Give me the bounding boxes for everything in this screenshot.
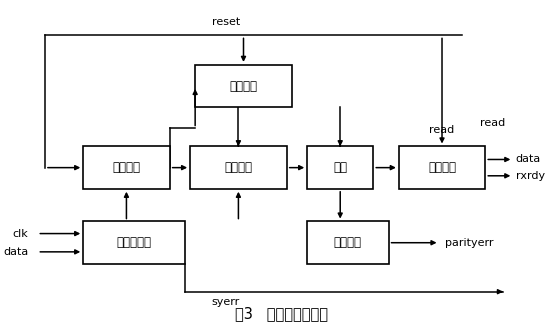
Bar bbox=[307, 146, 373, 189]
Text: 保持寄存: 保持寄存 bbox=[428, 161, 456, 174]
Bar bbox=[195, 65, 292, 107]
Bar bbox=[190, 146, 287, 189]
Text: 图3   解码器逻辑框图: 图3 解码器逻辑框图 bbox=[235, 306, 328, 321]
Text: 码型转换: 码型转换 bbox=[224, 161, 252, 174]
Text: 分频计数: 分频计数 bbox=[230, 80, 257, 93]
Text: parityerr: parityerr bbox=[445, 238, 493, 248]
Text: syerr: syerr bbox=[212, 296, 240, 306]
Bar bbox=[307, 221, 388, 264]
Text: clk: clk bbox=[13, 228, 28, 239]
Text: 移位: 移位 bbox=[333, 161, 347, 174]
Text: read: read bbox=[480, 119, 505, 128]
Bar bbox=[399, 146, 485, 189]
Text: reset: reset bbox=[212, 17, 240, 27]
Text: data: data bbox=[3, 247, 28, 257]
Text: rxrdy: rxrdy bbox=[516, 171, 545, 181]
Bar bbox=[83, 146, 170, 189]
Text: 奇偶校验: 奇偶校验 bbox=[334, 236, 362, 249]
Text: 时钟分离: 时钟分离 bbox=[112, 161, 141, 174]
Text: read: read bbox=[429, 125, 455, 135]
Bar bbox=[83, 221, 185, 264]
Text: data: data bbox=[516, 154, 541, 164]
Text: 同步头识别: 同步头识别 bbox=[117, 236, 152, 249]
